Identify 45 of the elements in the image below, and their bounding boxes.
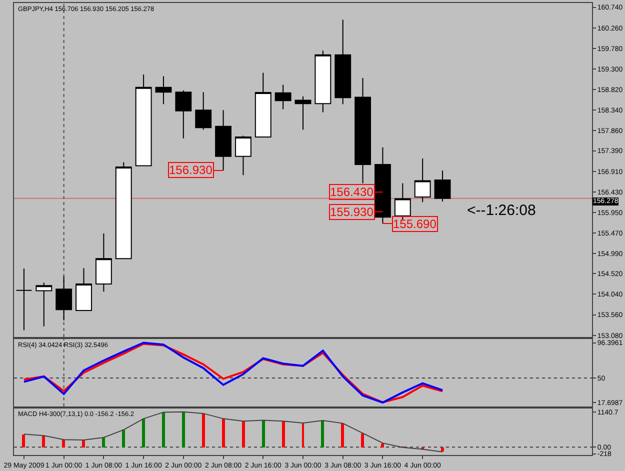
annotation: <--1:26:08 (467, 202, 536, 219)
bar (182, 411, 185, 448)
candlestick (195, 92, 212, 130)
candlestick (115, 162, 132, 260)
bar (262, 420, 265, 448)
bar (321, 420, 324, 448)
bar (82, 440, 85, 448)
bar (282, 421, 285, 448)
annotation: 156.930 (169, 163, 213, 177)
bar (341, 423, 344, 448)
annotation: 155.930 (330, 205, 374, 219)
bar (242, 421, 245, 448)
candlestick (414, 158, 431, 203)
candlestick (76, 268, 92, 311)
bar (62, 439, 65, 448)
bar (42, 435, 45, 448)
candlestick (175, 90, 192, 139)
candlestick (155, 76, 172, 105)
bar (222, 418, 225, 448)
candlestick (274, 84, 292, 110)
candlestick (95, 232, 112, 292)
bar (122, 429, 125, 448)
candlestick (334, 19, 352, 105)
annotation: 156.430 (330, 185, 374, 199)
candlestick (36, 282, 52, 327)
bar (381, 443, 384, 448)
bar (202, 413, 205, 448)
bar (142, 418, 145, 448)
bar (441, 447, 444, 452)
candlestick (16, 268, 32, 331)
bar (302, 423, 304, 448)
candlestick (294, 96, 312, 130)
candlestick (434, 170, 451, 202)
candlestick (394, 182, 411, 220)
bar (162, 412, 165, 448)
candlestick (314, 50, 332, 113)
annotation: 155.690 (393, 217, 437, 231)
candlestick (135, 74, 152, 166)
bar (361, 433, 364, 448)
candlestick (56, 276, 72, 321)
bar (102, 437, 105, 448)
candlestick (354, 77, 372, 184)
candlestick (254, 72, 272, 138)
candlestick (234, 135, 252, 176)
bar (22, 434, 25, 448)
